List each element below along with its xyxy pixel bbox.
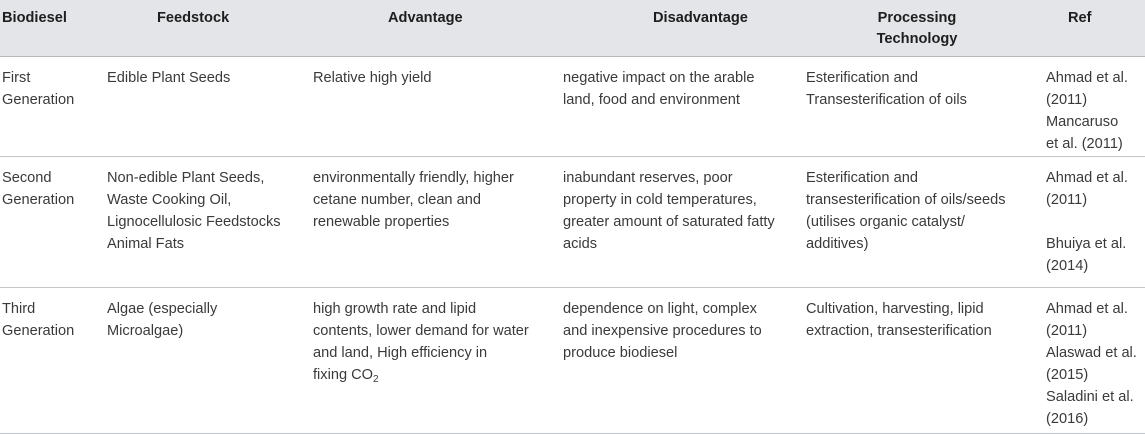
cell-line: additives) [806, 236, 869, 252]
cell-line: Waste Cooking Oil, [107, 192, 232, 208]
cell-line: Microalgae) [107, 323, 184, 339]
cell-line: Cultivation, harvesting, lipid [806, 301, 984, 317]
cell-line: Saladini et al. [1046, 389, 1134, 405]
cell-line: and inexpensive procedures to [563, 323, 762, 339]
cell-disadvantage: inabundant reserves, poor property in co… [563, 167, 775, 255]
table-row-first-generation: First Generation Edible Plant Seeds Rela… [0, 57, 1145, 157]
cell-line: (2011) [1046, 323, 1088, 339]
cell-line: Lignocellulosic Feedstocks [107, 214, 281, 230]
cell-line: (utilises organic catalyst/ [806, 214, 965, 230]
cell-line: Generation [2, 323, 75, 339]
cell-line: Second [2, 170, 52, 186]
cell-line: greater amount of saturated fatty [563, 214, 775, 230]
cell-line: Alaswad et al. [1046, 345, 1137, 361]
cell-line: Edible Plant Seeds [107, 70, 231, 86]
cell-advantage: high growth rate and lipid contents, low… [313, 298, 529, 388]
cell-feedstock: Non-edible Plant Seeds, Waste Cooking Oi… [107, 167, 281, 255]
header-advantage: Advantage [388, 10, 463, 26]
cell-line: Ahmad et al. [1046, 170, 1128, 186]
cell-line: (2014) [1046, 258, 1089, 274]
cell-line [1046, 211, 1128, 233]
cell-advantage: Relative high yield [313, 67, 431, 89]
cell-ref: Ahmad et al. (2011) Bhuiya et al. (2014) [1046, 167, 1128, 277]
cell-biodiesel: Second Generation [2, 167, 74, 211]
cell-line: extraction, transesterification [806, 323, 992, 339]
cell-line: First [2, 70, 31, 86]
cell-line-text: fixing CO [313, 367, 374, 383]
cell-line: fixing CO2 [313, 364, 529, 388]
cell-feedstock: Algae (especially Microalgae) [107, 298, 217, 342]
cell-line: cetane number, clean and [313, 192, 481, 208]
cell-line: produce biodiesel [563, 345, 678, 361]
header-processing-line1: Processing [877, 10, 957, 26]
cell-biodiesel: First Generation [2, 67, 74, 111]
cell-line: and land, High efficiency in [313, 345, 488, 361]
cell-line: land, food and environment [563, 92, 740, 108]
header-processing: Processing Technology [872, 8, 962, 50]
cell-line: (2011) [1046, 192, 1088, 208]
cell-line: Third [2, 301, 36, 317]
cell-feedstock: Edible Plant Seeds [107, 67, 230, 89]
cell-biodiesel: Third Generation [2, 298, 74, 342]
cell-disadvantage: negative impact on the arable land, food… [563, 67, 754, 111]
subscript-2: 2 [373, 374, 379, 385]
cell-line: Ahmad et al. [1046, 70, 1128, 86]
table-header: Biodiesel Feedstock Advantage Disadvanta… [0, 0, 1145, 57]
cell-line: Generation [2, 92, 75, 108]
cell-advantage: environmentally friendly, higher cetane … [313, 167, 514, 233]
cell-line: dependence on light, complex [563, 301, 757, 317]
header-biodiesel: Biodiesel [2, 10, 67, 26]
cell-line: negative impact on the arable [563, 70, 755, 86]
cell-line: Ahmad et al. [1046, 301, 1128, 317]
cell-line: Algae (especially [107, 301, 218, 317]
cell-line: Relative high yield [313, 70, 432, 86]
cell-line: Non-edible Plant Seeds, [107, 170, 265, 186]
cell-line: (2016) [1046, 411, 1089, 427]
cell-line: environmentally friendly, higher [313, 170, 514, 186]
cell-line: inabundant reserves, poor [563, 170, 733, 186]
header-feedstock: Feedstock [157, 10, 230, 26]
cell-line: high growth rate and lipid [313, 301, 477, 317]
cell-line: Mancaruso [1046, 114, 1119, 130]
cell-ref: Ahmad et al. (2011) Alaswad et al. (2015… [1046, 298, 1137, 430]
cell-line: contents, lower demand for water [313, 323, 529, 339]
cell-line: renewable properties [313, 214, 450, 230]
cell-line: property in cold temperatures, [563, 192, 757, 208]
header-disadvantage: Disadvantage [653, 10, 748, 26]
cell-line: et al. (2011) [1046, 136, 1123, 152]
cell-processing: Cultivation, harvesting, lipid extractio… [806, 298, 992, 342]
table-row-second-generation: Second Generation Non-edible Plant Seeds… [0, 157, 1145, 288]
cell-ref: Ahmad et al. (2011) Mancaruso et al. (20… [1046, 67, 1128, 155]
cell-line: Esterification and [806, 170, 918, 186]
cell-line: transesterification of oils/seeds [806, 192, 1006, 208]
cell-line: acids [563, 236, 598, 252]
cell-line: Esterification and [806, 70, 918, 86]
header-processing-line2: Technology [876, 31, 958, 47]
cell-line: Bhuiya et al. [1046, 236, 1127, 252]
header-ref: Ref [1068, 10, 1092, 26]
cell-line: Animal Fats [107, 236, 185, 252]
cell-processing: Esterification and transesterification o… [806, 167, 1006, 255]
cell-line: Generation [2, 192, 75, 208]
cell-processing: Esterification and Transesterification o… [806, 67, 967, 111]
cell-line: (2011) [1046, 92, 1088, 108]
cell-line: Transesterification of oils [806, 92, 967, 108]
cell-disadvantage: dependence on light, complex and inexpen… [563, 298, 762, 364]
table-row-third-generation: Third Generation Algae (especially Micro… [0, 288, 1145, 434]
cell-line: (2015) [1046, 367, 1089, 383]
